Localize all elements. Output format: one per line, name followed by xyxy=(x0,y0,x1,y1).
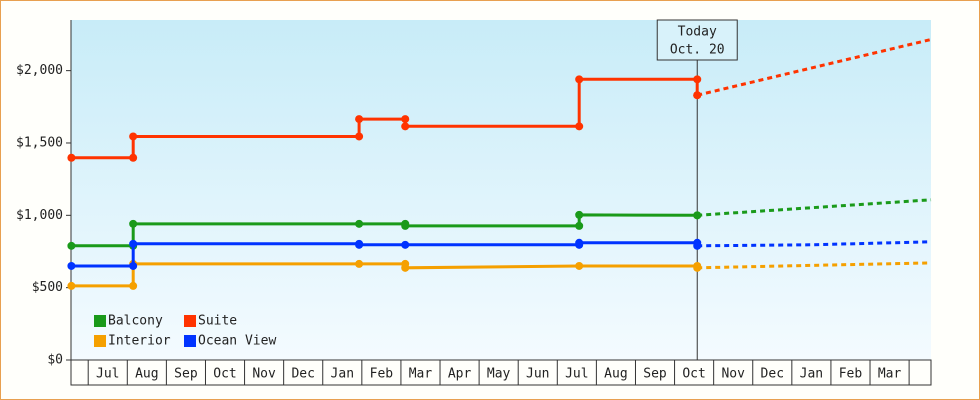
x-tick-label: Mar xyxy=(878,367,902,382)
price-point xyxy=(129,261,138,270)
price-point xyxy=(355,115,364,124)
x-tick-label: Aug xyxy=(135,367,158,382)
price-point xyxy=(575,210,584,219)
x-tick-label: Feb xyxy=(370,367,394,382)
today-box xyxy=(656,19,738,61)
price-point xyxy=(575,75,584,84)
price-point xyxy=(129,219,138,228)
x-tick-label: May xyxy=(487,367,511,382)
price-point xyxy=(693,75,702,84)
x-tick-label: Nov xyxy=(252,367,276,382)
price-point xyxy=(67,153,76,162)
x-tick-label: Oct xyxy=(682,367,705,382)
price-point xyxy=(355,240,364,249)
y-tick-label: $2,000 xyxy=(16,63,63,78)
forecast-line xyxy=(697,240,932,248)
price-point xyxy=(401,240,410,249)
x-tick-label: Jul xyxy=(565,367,588,382)
legend-swatch xyxy=(94,315,106,327)
price-point xyxy=(67,281,76,290)
forecast-point xyxy=(693,211,702,220)
price-point xyxy=(129,239,138,248)
forecast-line xyxy=(697,261,932,270)
forecast-point xyxy=(693,91,702,100)
price-point xyxy=(355,219,364,228)
x-tick-label: Apr xyxy=(448,367,472,382)
x-tick-label: Oct xyxy=(213,367,236,382)
x-tick-label: Sep xyxy=(643,367,667,382)
x-tick-label: Jan xyxy=(800,367,823,382)
forecast-line xyxy=(697,198,932,217)
x-tick-label: Aug xyxy=(604,367,627,382)
forecast-point xyxy=(693,263,702,272)
forecast-point xyxy=(693,241,702,250)
today-label: Oct. 20 xyxy=(670,43,725,58)
price-point xyxy=(129,281,138,290)
price-point xyxy=(575,238,584,247)
y-tick-label: $1,500 xyxy=(16,135,63,150)
legend-swatch xyxy=(94,335,106,347)
x-tick-label: Jan xyxy=(331,367,354,382)
x-tick-label: Jul xyxy=(96,367,119,382)
x-tick-label: Dec xyxy=(761,367,784,382)
legend-label: Suite xyxy=(198,314,237,329)
legend-swatch xyxy=(184,315,196,327)
plot-area xyxy=(71,20,931,360)
price-point xyxy=(575,221,584,230)
price-point xyxy=(401,115,410,124)
legend-label: Ocean View xyxy=(198,334,276,349)
x-tick-label: Mar xyxy=(409,367,433,382)
price-point xyxy=(401,221,410,230)
price-point xyxy=(355,132,364,141)
y-tick-label: $0 xyxy=(47,353,63,368)
price-point xyxy=(129,132,138,141)
forecast-line xyxy=(696,38,932,97)
legend-label: Balcony xyxy=(108,314,163,329)
price-point xyxy=(401,122,410,131)
today-label: Today xyxy=(678,25,717,40)
y-tick-label: $500 xyxy=(32,280,63,295)
price-point xyxy=(67,261,76,270)
x-tick-label: Feb xyxy=(839,367,863,382)
legend-swatch xyxy=(184,335,196,347)
price-point xyxy=(129,153,138,162)
price-point xyxy=(401,263,410,272)
x-tick-label: Nov xyxy=(721,367,745,382)
x-tick-label: Dec xyxy=(291,367,314,382)
x-tick-label: Sep xyxy=(174,367,198,382)
price-point xyxy=(575,261,584,270)
price-point xyxy=(67,241,76,250)
legend-label: Interior xyxy=(108,334,171,349)
price-point xyxy=(575,122,584,131)
y-tick-label: $1,000 xyxy=(16,208,63,223)
x-tick-label: Jun xyxy=(526,367,549,382)
price-point xyxy=(355,259,364,268)
